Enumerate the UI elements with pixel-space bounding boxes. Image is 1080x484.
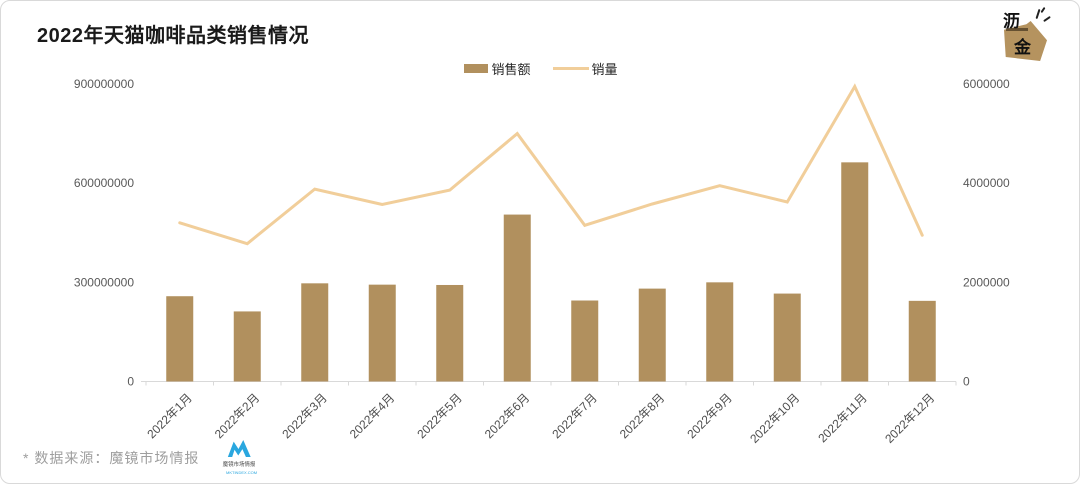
x-axis-label-1: 2022年1月: [144, 391, 194, 441]
mojing-logo-caption: 魔镜市场情报: [223, 461, 256, 468]
x-axis-label-9: 2022年9月: [684, 391, 734, 441]
legend-bar-swatch: [464, 64, 489, 73]
bar-8: [638, 288, 666, 382]
right-axis-tick-label-0: 0: [963, 375, 970, 389]
right-axis-tick-label-1: 2000000: [963, 275, 1010, 289]
data-source-note: * 数据来源：魔镜市场情报: [23, 450, 200, 467]
right-axis-tick-label-2: 4000000: [963, 176, 1010, 190]
bar-6: [503, 214, 531, 382]
x-axis-label-10: 2022年10月: [747, 391, 802, 446]
x-axis-label-6: 2022年6月: [482, 391, 532, 441]
left-axis-tick-label-1: 300000000: [74, 275, 134, 289]
brand-tagline-strip: [1006, 28, 1028, 31]
chart-legend: 销售额 销量: [1, 59, 1079, 78]
x-axis-label-12: 2022年12月: [882, 391, 937, 446]
mojing-logo-subcaption: MKTINDEX.COM: [226, 470, 258, 475]
right-axis-tick-label-3: 6000000: [963, 77, 1010, 91]
x-axis-label-4: 2022年4月: [347, 391, 397, 441]
brand-char-top: 沥: [1003, 12, 1020, 31]
mojing-logo: 魔镜市场情报 MKTINDEX.COM: [213, 440, 265, 479]
bar-7: [571, 300, 599, 382]
lijin-brand-logo: 沥 金: [997, 6, 1057, 65]
bar-12: [908, 300, 936, 382]
legend-item-sales-amount: 销售额: [464, 59, 531, 78]
bar-3: [301, 283, 329, 382]
legend-line-swatch: [552, 67, 589, 70]
bar-2: [233, 311, 261, 382]
left-axis-tick-label-0: 0: [127, 375, 134, 389]
x-axis-label-11: 2022年11月: [815, 391, 870, 446]
legend-label-sales-amount: 销售额: [491, 62, 531, 77]
sales-volume-line: [178, 83, 924, 246]
bar-5: [436, 284, 464, 382]
x-axis-label-5: 2022年5月: [414, 391, 464, 441]
brand-char-bottom: 金: [1014, 38, 1031, 57]
left-axis-tick-label-3: 900000000: [74, 77, 134, 91]
legend-item-sales-volume: 销量: [552, 59, 618, 78]
x-axis-label-7: 2022年7月: [549, 391, 599, 441]
x-axis-label-8: 2022年8月: [617, 391, 667, 441]
x-axis-label-3: 2022年3月: [279, 391, 329, 441]
bar-9: [706, 282, 734, 382]
bar-11: [841, 162, 869, 382]
left-axis-tick-label-2: 600000000: [74, 176, 134, 190]
bar-4: [368, 284, 396, 382]
page-title: 2022年天猫咖啡品类销售情况: [37, 25, 309, 47]
bar-10: [773, 293, 801, 382]
x-axis-label-2: 2022年2月: [212, 391, 262, 441]
footer: * 数据来源：魔镜市场情报 魔镜市场情报 MKTINDEX.COM: [23, 440, 265, 479]
mojing-m-icon: [228, 440, 252, 458]
bar-1: [166, 296, 194, 382]
legend-label-sales-volume: 销量: [591, 62, 618, 77]
